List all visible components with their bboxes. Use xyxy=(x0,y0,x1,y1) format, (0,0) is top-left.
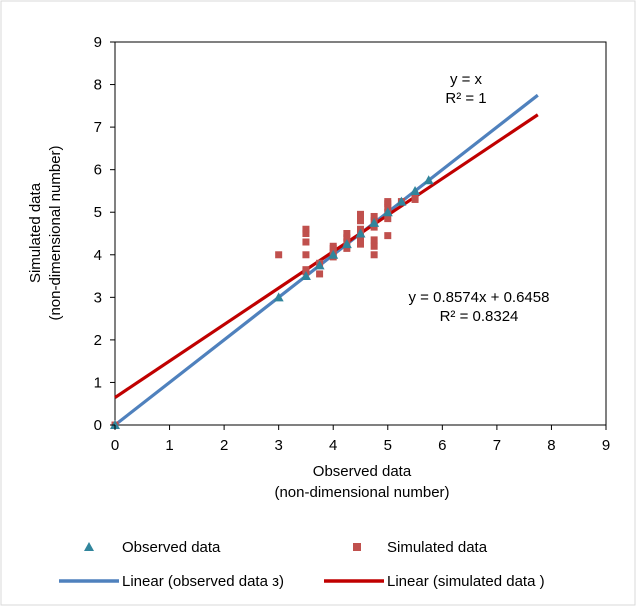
observed-data-point xyxy=(369,217,380,227)
simulated-data-point xyxy=(370,223,378,231)
x-tick-label: 1 xyxy=(165,437,173,454)
legend-simulated-marker xyxy=(353,543,361,551)
x-tick-label: 9 xyxy=(602,437,610,454)
simulated-data-point xyxy=(370,212,378,220)
y-axis-title-line2: (non-dimensional number) xyxy=(47,145,64,320)
legend-observed-trendline-label: Linear (observed data з) xyxy=(122,573,284,590)
simulated-data-point xyxy=(357,240,364,248)
trendline-observed-equation: y = x xyxy=(450,71,483,88)
y-tick-label: 3 xyxy=(94,289,102,306)
observed-data-point xyxy=(396,196,407,206)
observed-data-point xyxy=(423,175,434,185)
x-axis-title-line1: Observed data xyxy=(313,463,412,480)
observed-data-point xyxy=(382,207,393,217)
trendline-simulated xyxy=(114,113,539,399)
simulated-data-point xyxy=(302,230,310,237)
y-axis-title-line1: Simulated data xyxy=(27,182,44,283)
x-tick-label: 2 xyxy=(220,437,228,454)
legend-observed-marker xyxy=(84,542,94,551)
x-tick-label: 8 xyxy=(547,437,555,454)
simulated-data-point xyxy=(302,225,310,233)
simulated-data-point xyxy=(316,270,324,278)
observed-data-point xyxy=(300,271,311,281)
simulated-data-point xyxy=(357,217,364,225)
simulated-data-point xyxy=(343,234,351,242)
simulated-data-point xyxy=(384,232,392,240)
y-tick-label: 0 xyxy=(94,417,102,434)
simulated-data-point xyxy=(357,210,364,218)
simulated-data-point xyxy=(357,236,364,244)
simulated-data-point xyxy=(302,238,310,246)
simulated-data-point xyxy=(411,193,419,201)
y-tick-label: 4 xyxy=(94,247,102,264)
legend-simulated-trendline-label: Linear (simulated data ) xyxy=(387,573,545,590)
simulated-data-point xyxy=(370,242,378,250)
x-tick-label: 6 xyxy=(438,437,446,454)
x-tick-label: 7 xyxy=(493,437,501,454)
trendline-simulated-r2: R² = 0.8324 xyxy=(440,308,519,325)
simulated-data-point xyxy=(370,236,378,244)
trendline-simulated-equation: y = 0.8574x + 0.6458 xyxy=(409,289,550,306)
observed-data-point xyxy=(273,292,284,302)
legend-simulated-label: Simulated data xyxy=(387,539,488,556)
legend: Observed data Simulated data Linear (obs… xyxy=(59,539,545,590)
x-axis-title-line2: (non-dimensional number) xyxy=(274,484,449,501)
simulated-data-point xyxy=(302,266,310,274)
observed-data-point xyxy=(328,249,339,259)
x-tick-label: 3 xyxy=(274,437,282,454)
x-tick-label: 4 xyxy=(329,437,337,454)
observed-data-point xyxy=(410,185,421,195)
y-tick-label: 1 xyxy=(94,374,102,391)
simulated-data-point xyxy=(370,251,378,259)
simulated-data-point xyxy=(384,215,392,223)
simulated-data-point xyxy=(343,230,351,237)
legend-observed-label: Observed data xyxy=(122,539,221,556)
simulated-data-point xyxy=(343,244,351,252)
x-tick-label: 5 xyxy=(384,437,392,454)
simulated-data-point xyxy=(384,198,392,206)
y-tick-label: 5 xyxy=(94,204,102,221)
y-tick-label: 6 xyxy=(94,162,102,179)
simulated-data-point xyxy=(302,251,310,259)
y-tick-label: 2 xyxy=(94,332,102,349)
simulated-data-point xyxy=(329,242,337,250)
y-tick-label: 7 xyxy=(94,119,102,136)
observed-data-point xyxy=(355,228,366,238)
x-tick-label: 0 xyxy=(111,437,119,454)
trendline-observed xyxy=(114,93,539,427)
simulated-data-point xyxy=(275,251,283,259)
observed-data-point xyxy=(314,260,325,270)
observed-data-point xyxy=(341,239,352,249)
y-tick-label: 8 xyxy=(94,77,102,94)
trendline-observed-r2: R² = 1 xyxy=(445,90,486,107)
y-tick-label: 9 xyxy=(94,34,102,51)
